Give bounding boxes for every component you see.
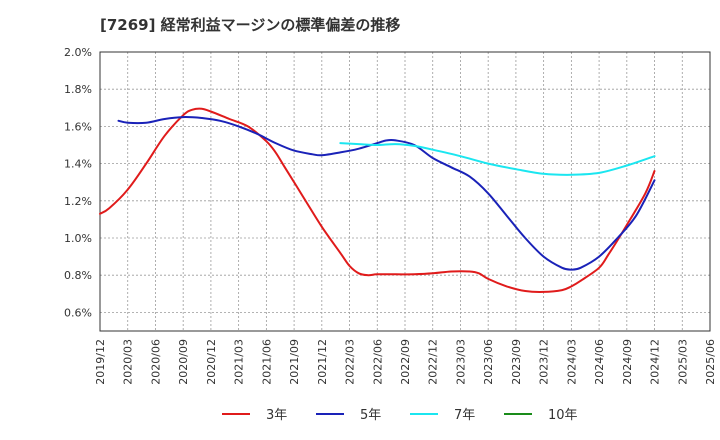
x-tick-label: 2023/09 xyxy=(510,339,523,385)
x-tick-label: 2021/09 xyxy=(288,339,301,385)
legend-label: 5年 xyxy=(360,408,381,423)
legend-label: 3年 xyxy=(266,408,287,423)
y-tick-label: 1.4% xyxy=(64,158,92,171)
x-tick-label: 2021/06 xyxy=(260,339,273,385)
plot-area xyxy=(99,51,711,332)
y-tick-label: 2.0% xyxy=(64,46,92,59)
y-tick-label: 1.2% xyxy=(64,195,92,208)
y-tick-label: 0.6% xyxy=(64,306,92,319)
x-tick-label: 2020/06 xyxy=(149,339,162,385)
x-tick-label: 2023/12 xyxy=(538,339,551,385)
x-tick-label: 2024/03 xyxy=(565,339,578,385)
legend: 3年 5年 7年 10年 xyxy=(222,408,578,423)
legend-label: 7年 xyxy=(454,408,475,423)
x-tick-label: 2022/03 xyxy=(344,339,357,385)
grid xyxy=(100,52,710,331)
series-lines xyxy=(99,107,656,293)
x-tick-label: 2025/06 xyxy=(704,339,717,385)
y-tick-label: 1.6% xyxy=(64,120,92,133)
x-tick-label: 2020/03 xyxy=(122,339,135,385)
x-tick-label: 2022/12 xyxy=(427,339,440,385)
x-tick-label: 2025/03 xyxy=(676,339,689,385)
y-tick-label: 1.0% xyxy=(64,232,92,245)
x-tick-label: 2020/12 xyxy=(205,339,218,385)
x-tick-label: 2024/12 xyxy=(649,339,662,385)
x-tick-label: 2023/06 xyxy=(482,339,495,385)
x-tick-label: 2022/09 xyxy=(399,339,412,385)
x-tick-label: 2019/12 xyxy=(94,339,107,385)
y-tick-label: 1.8% xyxy=(64,83,92,96)
x-tick-label: 2023/03 xyxy=(454,339,467,385)
series-line-3 xyxy=(339,142,656,176)
legend-label: 10年 xyxy=(548,408,578,423)
series-line-2 xyxy=(117,116,656,271)
x-tick-label: 2021/03 xyxy=(233,339,246,385)
x-tick-label: 2024/06 xyxy=(593,339,606,385)
x-tick-label: 2020/09 xyxy=(177,339,190,385)
chart-title: [7269] 経常利益マージンの標準偏差の推移 xyxy=(100,16,401,34)
y-tick-label: 0.8% xyxy=(64,269,92,282)
x-tick-label: 2021/12 xyxy=(316,339,329,385)
series-line-1 xyxy=(99,107,656,293)
x-tick-label: 2024/09 xyxy=(621,339,634,385)
y-axis-ticks: 0.6% 0.8% 1.0% 1.2% 1.4% 1.6% 1.8% 2.0% xyxy=(64,46,92,319)
x-tick-label: 2022/06 xyxy=(371,339,384,385)
x-axis-ticks: 2019/12 2020/03 2020/06 2020/09 2020/12 2021/… xyxy=(94,339,717,385)
